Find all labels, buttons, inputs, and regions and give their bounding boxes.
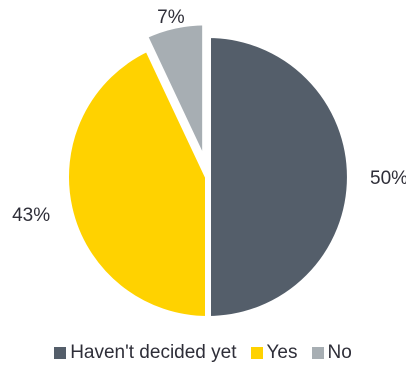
legend-item-havent-decided: Haven't decided yet [54,342,237,364]
pie-slice-havent-decided [205,31,353,323]
chart-legend: Haven't decided yet Yes No [0,340,406,366]
legend-swatch-havent-decided [54,347,67,359]
legend-item-yes: Yes [250,342,298,364]
pie-slices [63,19,353,323]
pie-slice-no [140,19,209,166]
legend-swatch-no [311,347,324,359]
pie-label-havent-decided: 50% [370,168,406,189]
legend-label-yes: Yes [266,342,298,363]
pie-value-labels: 50% 43% 7% [12,7,406,226]
legend-swatch-yes [250,347,263,359]
legend-item-no: No [311,342,352,364]
pie-slice-yes [63,44,211,323]
pie-label-no: 7% [157,7,185,28]
pie-label-yes: 43% [12,205,50,226]
legend-label-no: No [327,342,352,363]
legend-label-havent-decided: Haven't decided yet [70,342,237,363]
